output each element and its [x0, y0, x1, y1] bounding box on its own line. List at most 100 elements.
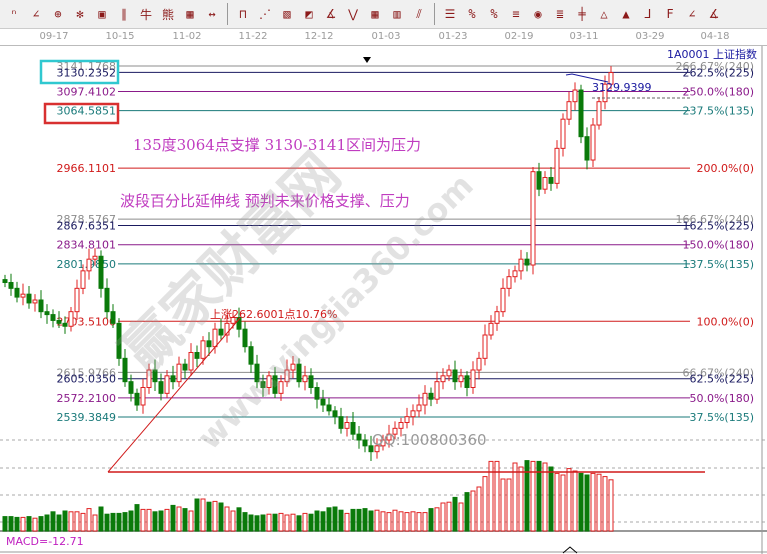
candle-body: [350, 422, 356, 435]
snowflake-icon[interactable]: ✻: [76, 7, 84, 21]
candle-body: [254, 363, 260, 383]
candle-body: [512, 270, 518, 278]
volume-bar: [332, 506, 338, 532]
cycle-icon[interactable]: ╪: [578, 7, 586, 21]
gann-box-icon[interactable]: ▧: [283, 7, 291, 21]
parallel-lines-icon[interactable]: ∥: [121, 7, 127, 21]
square-target-icon[interactable]: ▣: [98, 7, 106, 21]
volume-bar: [68, 511, 74, 532]
bear-icon[interactable]: 熊: [161, 7, 174, 22]
candle-body: [272, 375, 278, 394]
fib-price-label: 2801.9850: [57, 258, 117, 271]
candle-body: [434, 381, 440, 400]
candle-body: [584, 136, 590, 161]
volume-bar: [356, 508, 362, 532]
volume-bar: [86, 508, 92, 532]
volume-bar: [80, 512, 86, 532]
candle-body: [392, 427, 398, 435]
percent-icon[interactable]: %: [490, 7, 498, 21]
candle-body: [404, 416, 410, 424]
fib-pct-label: 66.67%(240): [682, 366, 754, 379]
candle-body: [182, 363, 188, 371]
volume-bar: [296, 515, 302, 532]
bull-icon[interactable]: 牛: [139, 7, 152, 22]
arrow-width-icon[interactable]: ↔: [208, 7, 216, 21]
volume-bar: [62, 510, 68, 532]
candle-body: [278, 381, 284, 394]
candle-body: [536, 171, 542, 190]
volume-bar: [26, 516, 32, 532]
candle-body: [596, 101, 602, 126]
gold-circle-icon[interactable]: ◉: [534, 7, 542, 21]
volume-bar: [320, 511, 326, 532]
x-tick-label: 11-02: [172, 31, 202, 42]
candle-body: [386, 433, 392, 441]
time-axis: 09-17 10-15 11-02 11-22 12-12 01-03 01-23 02-19…: [0, 29, 767, 46]
j-line-icon[interactable]: ⅃: [644, 7, 652, 21]
volume-bar: [368, 510, 374, 532]
fib-pct-label: 150.0%(180): [682, 239, 754, 252]
gold-ratio-icon[interactable]: ▲: [622, 7, 630, 21]
angle-icon[interactable]: ∠: [32, 7, 40, 21]
peak-trend-line: [565, 73, 609, 83]
candle-body: [362, 439, 368, 447]
percent-line-icon[interactable]: %: [468, 7, 476, 21]
fib-pct-label: 137.5%(135): [682, 258, 754, 271]
volume-bar: [512, 462, 518, 532]
candle-body: [524, 258, 530, 266]
candle-body: [170, 375, 176, 383]
x-tick-label: 02-19: [504, 31, 534, 42]
grid-icon[interactable]: ▦: [371, 7, 379, 21]
volume-bar: [212, 500, 218, 532]
percent-grid-icon[interactable]: ☰: [444, 7, 456, 21]
fib-pct-label: 166.67%(240): [675, 213, 754, 226]
volume-bar: [104, 513, 110, 532]
toolbar-separator: [434, 3, 435, 25]
fib-price-label: 3064.5851: [57, 105, 117, 118]
volume-bar: [266, 513, 272, 532]
gold-fan-icon[interactable]: ∡: [708, 7, 720, 21]
volume-bar: [506, 478, 512, 532]
gold-line-icon[interactable]: ≣: [556, 7, 564, 21]
fan-lines-icon[interactable]: ⋰: [259, 7, 271, 21]
gann-fan-icon[interactable]: ◩: [305, 7, 313, 21]
calendar-icon[interactable]: ▦: [186, 7, 194, 21]
candle-body: [308, 375, 314, 389]
fib-price-label: 2572.2100: [57, 392, 117, 405]
gold-angle-icon[interactable]: ∠: [688, 7, 696, 21]
drawing-toolbar: ⁿ ∠ ⊕ ✻ ▣ ∥ 牛熊 ▦ ↔ ⊓ ⋰ ▧ ◩ ∡ ⋁ ▦ ▥ ⫽ ☰%% ≡ ◉ ≣ ╪ △ ▲ ⅃ F ∠ ∡: [0, 0, 767, 29]
rectangle-icon[interactable]: ⊓: [239, 7, 247, 21]
fib-price-label: 2605.0350: [57, 373, 117, 386]
candle-body: [356, 433, 362, 441]
fib-pct-label: 250.0%(180): [682, 86, 754, 99]
percent-level-icon[interactable]: ≡: [512, 7, 520, 21]
f-line-icon[interactable]: F: [666, 7, 674, 21]
n2-icon[interactable]: ⁿ: [10, 7, 18, 21]
volume-bar: [590, 472, 596, 532]
wave-icon[interactable]: ⋁: [348, 7, 358, 21]
triangle-icon[interactable]: △: [600, 7, 608, 21]
candle-body: [314, 387, 320, 400]
volume-bar: [470, 490, 476, 532]
grid-box-icon[interactable]: ▥: [393, 7, 401, 21]
candle-body: [152, 369, 158, 383]
volume-bar: [134, 504, 140, 532]
toolbar-separator: [227, 3, 228, 25]
crosshair-target-icon[interactable]: ⊕: [54, 7, 62, 21]
angle-line-icon[interactable]: ∡: [325, 7, 337, 21]
fib-price-label: 2834.8101: [57, 239, 117, 252]
candle-body: [380, 439, 386, 447]
candle-body: [476, 357, 482, 371]
volume-bar: [32, 517, 38, 532]
volume-bar: [518, 466, 524, 532]
candle-body: [464, 375, 470, 389]
candle-body: [242, 328, 248, 348]
candle-body: [116, 322, 122, 359]
candle-body: [470, 369, 476, 389]
candle-body: [500, 287, 506, 313]
candle-body: [176, 363, 182, 383]
candle-body: [44, 311, 50, 316]
parallel-channel-icon[interactable]: ⫽: [416, 6, 422, 21]
volume-bar: [110, 512, 116, 532]
